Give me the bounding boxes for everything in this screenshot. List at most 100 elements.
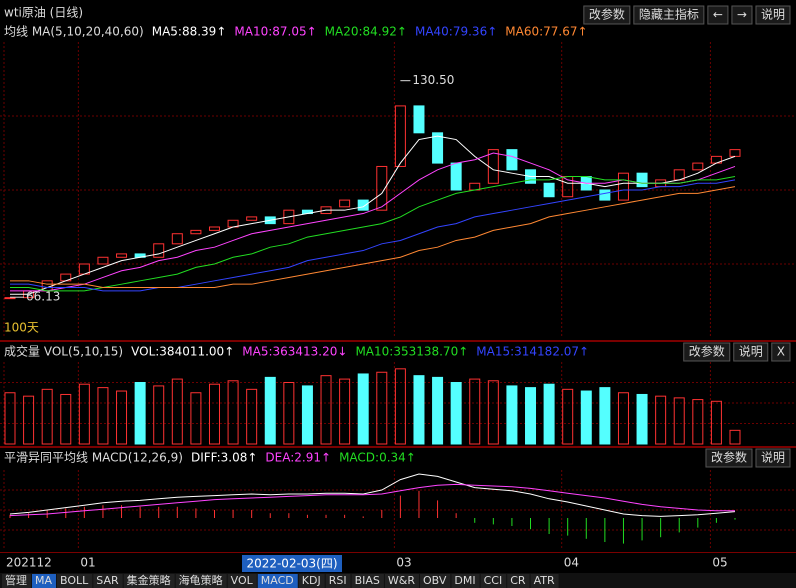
tab-bg[interactable] [123,574,175,588]
button[interactable] [633,5,705,25]
tab[interactable]: W&R [388,574,415,587]
tab-bg[interactable] [507,574,530,588]
button[interactable] [755,5,791,25]
tab-bg[interactable] [227,574,257,588]
button-label[interactable]: 说明 [739,344,763,359]
legend-item: 均线 MA(5,10,20,40,60) [4,25,144,39]
volume-bar [692,399,704,445]
dea-line [9,483,735,517]
button[interactable] [707,5,729,25]
high-label: 130.50 [412,73,454,87]
legend-item: VOL:384011.00↑ [131,345,234,359]
title: wti原油 (日线) [4,6,83,20]
tab[interactable]: SAR [96,574,119,587]
tab[interactable]: MA [35,574,52,587]
button[interactable] [731,5,753,25]
tab-bg[interactable] [420,574,451,588]
button-label[interactable]: 说明 [761,450,785,465]
volume-bar [227,380,239,445]
candle [599,189,611,201]
tab-bg[interactable] [530,574,559,588]
volume-bar [562,388,574,445]
candle [432,132,444,164]
candle [506,149,518,171]
volume-bar [23,395,35,445]
button[interactable] [683,342,731,362]
volume-bar [41,388,53,445]
volume-bar [450,382,462,445]
tab[interactable]: CCI [484,574,503,587]
tab-bg[interactable] [298,574,325,588]
button-label[interactable]: → [737,8,747,22]
volume-bar [636,393,648,445]
tab[interactable]: 管理 [5,573,27,587]
tab-bg[interactable] [32,574,57,588]
volume-bar [469,378,481,445]
tab-bg[interactable] [57,574,93,588]
tab[interactable]: VOL [231,574,254,587]
button[interactable] [771,342,791,362]
candle [357,199,369,211]
tab-bg[interactable] [175,574,227,588]
tab[interactable]: CR [510,574,526,587]
button-label[interactable]: 改参数 [589,7,625,22]
x-tick-label: 202112 [6,556,52,570]
candle [617,172,629,201]
tab-bg[interactable] [480,574,507,588]
tab[interactable]: OBV [423,574,447,587]
button[interactable] [583,5,631,25]
ma-line [10,135,736,295]
tab[interactable]: BIAS [355,574,380,587]
volume-bar [413,375,425,445]
volume-bar [246,388,258,445]
tab[interactable]: 海龟策略 [179,573,223,587]
button-label[interactable]: X [777,345,785,359]
tab[interactable]: RSI [329,574,347,587]
button-label[interactable]: 说明 [761,7,785,22]
volume-bar [729,429,741,445]
button[interactable] [733,342,769,362]
legend-item: MA5:363413.20↓ [242,345,347,359]
legend-item: DIFF:3.08↑ [191,451,257,465]
candle [153,243,165,258]
period-label: 100天 [4,321,39,335]
divider [0,552,796,553]
tab[interactable]: KDJ [302,574,321,587]
ma-line [10,186,736,289]
volume-bar [617,392,629,445]
button-label[interactable]: 隐藏主指标 [639,7,699,22]
candle [190,229,202,235]
candle [97,256,109,265]
candle [543,182,555,198]
volume-bar [580,390,592,445]
volume-bar [116,390,128,445]
tab[interactable]: MACD [261,574,294,587]
tab[interactable]: DMI [454,574,475,587]
tab-bg[interactable] [451,574,480,588]
tab-bg[interactable] [2,574,31,588]
legend-item: 平滑异同平均线 MACD(12,26,9) [4,451,183,465]
button-label[interactable]: 改参数 [689,344,725,359]
button[interactable] [705,448,753,468]
tab-bg[interactable] [325,574,351,588]
button-label[interactable]: 改参数 [711,450,747,465]
tab-bg[interactable] [351,574,384,588]
x-tick-label: 04 [564,556,579,570]
tab[interactable]: BOLL [60,574,89,587]
tab[interactable]: 集金策略 [127,573,171,587]
tab[interactable]: ATR [534,574,555,587]
legend-item: MA20:84.92↑ [325,25,407,39]
volume-bar [655,395,667,445]
tab-bg[interactable] [384,574,419,588]
tab-bg[interactable] [257,574,298,588]
button-label[interactable]: ← [713,8,723,22]
legend-item: 成交量 VOL(5,10,15) [4,344,123,359]
volume-bar [394,368,406,445]
button[interactable] [755,448,791,468]
volume-bar [283,382,295,445]
tab-bg[interactable] [93,574,123,588]
volume-bar [320,375,332,445]
